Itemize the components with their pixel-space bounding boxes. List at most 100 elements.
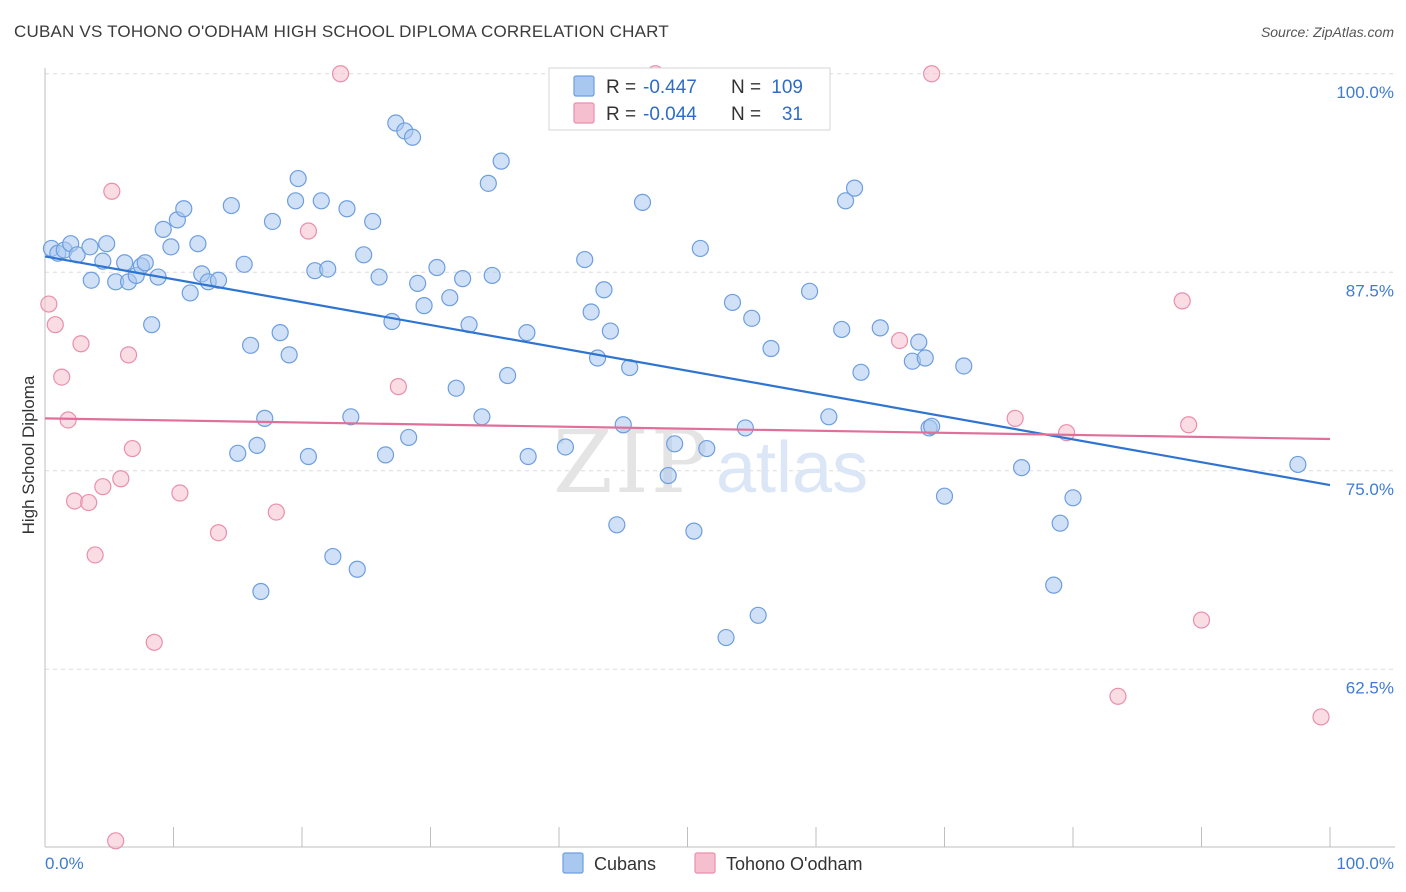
cubans-point-62 (473, 408, 491, 426)
watermark-atlas: atlas (716, 428, 868, 508)
tohono-point-24 (1006, 409, 1024, 427)
cubans-point-41 (319, 260, 337, 278)
cubans-point-76 (614, 416, 632, 434)
y-tick-label-2: 87.5% (1346, 281, 1394, 300)
cubans-point-53 (400, 428, 418, 447)
cubans-point-83 (698, 439, 716, 458)
cubans-point-71 (582, 303, 600, 321)
cubans-point-30 (248, 436, 266, 454)
bottom-legend-label-tohono: Tohono O'odham (726, 854, 863, 874)
cubans-point-5 (81, 238, 99, 256)
cubans-point-63 (479, 174, 497, 192)
cubans-point-37 (289, 169, 307, 188)
cubans-point-90 (833, 320, 851, 339)
trend-lines (44, 255, 1331, 487)
cubans-point-91 (836, 192, 855, 210)
cubans-point-42 (324, 547, 342, 566)
tohono-point-0 (40, 295, 58, 313)
cubans-point-55 (409, 274, 427, 292)
cubans-point-46 (355, 246, 373, 264)
cubans-point-70 (576, 250, 594, 269)
cubans-point-57 (428, 258, 446, 277)
cubans-point-72 (588, 349, 607, 367)
cubans-point-40 (312, 192, 330, 210)
cubans-trend-line (44, 255, 1331, 487)
cubans-point-104 (1051, 514, 1069, 532)
cubans-point-69 (556, 438, 575, 456)
series-cubans (42, 114, 1307, 647)
series-tohono-oodham (40, 65, 1330, 850)
cubans-point-56 (415, 297, 433, 315)
cubans-point-38 (299, 447, 318, 466)
tohono-point-2 (53, 368, 71, 386)
legend-r-value-2: -0.044 (643, 104, 697, 125)
cubans-point-64 (483, 266, 501, 285)
tohono-point-6 (80, 493, 98, 512)
cubans-point-105 (1064, 489, 1082, 507)
cubans-point-73 (595, 281, 613, 299)
cubans-point-14 (136, 254, 154, 272)
cubans-point-93 (852, 363, 870, 381)
watermark: ZIP atlas (553, 413, 868, 513)
cubans-point-67 (518, 324, 536, 342)
cubans-point-108 (736, 419, 754, 437)
tohono-point-10 (107, 832, 125, 850)
tohono-point-19 (331, 65, 350, 83)
tohono-point-14 (145, 633, 163, 651)
axes (44, 68, 1395, 848)
tohono-point-13 (123, 439, 141, 458)
legend-box (548, 67, 831, 131)
cubans-point-35 (280, 346, 298, 364)
grid-lines (45, 73, 1395, 670)
tohono-point-18 (299, 222, 318, 240)
legend-r-label-1: R = (606, 77, 636, 98)
cubans-point-18 (162, 238, 180, 256)
cubans-point-28 (235, 255, 253, 273)
cubans-point-15 (143, 316, 161, 334)
cubans-point-75 (608, 516, 626, 534)
bottom-legend-swatch-cubans (562, 852, 584, 874)
tohono-trend-line (44, 417, 1331, 441)
cubans-point-48 (370, 268, 388, 286)
bottom-legend-label-cubans: Cubans (594, 854, 656, 874)
legend-n-label-2: N = (731, 104, 761, 125)
cubans-point-88 (800, 282, 819, 300)
cubans-point-10 (116, 254, 134, 272)
cubans-point-8 (98, 235, 116, 253)
tohono-point-28 (1180, 416, 1198, 434)
cubans-point-87 (762, 339, 780, 358)
cubans-point-47 (364, 212, 382, 231)
legend-swatch-cubans (573, 75, 595, 97)
cubans-point-21 (181, 284, 199, 302)
cubans-point-92 (845, 179, 864, 197)
cubans-point-26 (222, 196, 240, 215)
cubans-point-29 (242, 336, 260, 354)
cubans-point-97 (916, 349, 934, 367)
x-ticks (44, 827, 1331, 847)
cubans-point-79 (659, 466, 677, 485)
cubans-point-44 (342, 408, 360, 426)
tohono-point-17 (267, 503, 285, 521)
cubans-point-20 (175, 200, 193, 218)
cubans-point-100 (935, 487, 954, 505)
cubans-point-102 (1012, 459, 1031, 477)
cubans-point-58 (441, 289, 459, 307)
cubans-point-99 (923, 417, 941, 435)
tohono-point-27 (1173, 292, 1191, 310)
source-label: Source: ZipAtlas.com (1260, 24, 1394, 40)
tohono-point-30 (1312, 708, 1330, 726)
cubans-point-6 (82, 271, 100, 289)
tohono-point-1 (46, 316, 64, 334)
cubans-point-65 (492, 152, 510, 170)
cubans-point-31 (252, 582, 270, 601)
tohono-point-4 (65, 492, 84, 510)
cubans-point-81 (685, 522, 703, 540)
cubans-point-36 (286, 192, 305, 210)
tohono-point-16 (209, 524, 228, 542)
tohono-point-8 (94, 478, 112, 496)
cubans-point-43 (338, 200, 356, 218)
tohono-point-11 (112, 470, 130, 488)
cubans-point-54 (403, 128, 422, 146)
cubans-point-45 (348, 560, 366, 578)
